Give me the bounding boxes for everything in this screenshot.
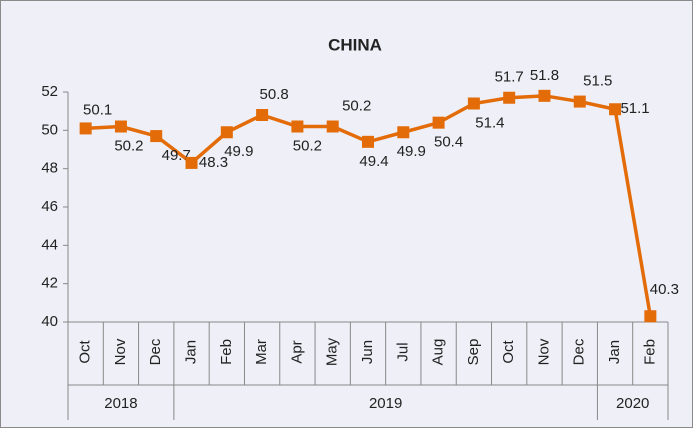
x-tick-label: Jan bbox=[606, 340, 623, 364]
data-label: 50.2 bbox=[293, 137, 322, 154]
chart-title: CHINA bbox=[328, 35, 382, 54]
data-label: 50.2 bbox=[114, 137, 143, 154]
y-tick-label: 48 bbox=[41, 160, 58, 177]
x-tick-label: Jun bbox=[359, 340, 376, 364]
x-tick-label: Nov bbox=[535, 338, 552, 365]
y-tick-label: 42 bbox=[41, 275, 58, 292]
marker bbox=[538, 89, 551, 102]
x-tick-label: Feb bbox=[641, 339, 658, 365]
y-tick-label: 52 bbox=[41, 83, 58, 100]
x-tick-label: Oct bbox=[500, 340, 517, 364]
marker bbox=[503, 91, 516, 104]
marker bbox=[220, 126, 233, 139]
marker bbox=[185, 156, 198, 169]
data-label: 51.4 bbox=[475, 114, 504, 131]
data-label: 48.3 bbox=[199, 154, 228, 171]
marker bbox=[467, 97, 480, 110]
x-tick-label: Aug bbox=[430, 339, 447, 366]
x-tick-label: Dec bbox=[571, 338, 588, 365]
x-tick-label: Jan bbox=[182, 340, 199, 364]
x-tick-label: Sep bbox=[465, 339, 482, 366]
year-label: 2020 bbox=[616, 395, 649, 412]
marker bbox=[362, 135, 374, 148]
data-label: 50.2 bbox=[342, 97, 371, 114]
data-label: 49.4 bbox=[359, 153, 388, 170]
y-tick-label: 50 bbox=[41, 121, 58, 138]
marker bbox=[150, 130, 163, 143]
marker bbox=[114, 120, 127, 133]
y-tick-label: 40 bbox=[41, 313, 58, 330]
marker bbox=[79, 122, 92, 135]
data-label: 51.5 bbox=[583, 73, 612, 90]
year-label: 2019 bbox=[369, 395, 402, 412]
marker bbox=[644, 310, 657, 323]
data-label: 51.8 bbox=[530, 67, 559, 84]
marker bbox=[609, 103, 622, 116]
marker bbox=[291, 120, 304, 133]
x-tick-label: Apr bbox=[288, 340, 305, 363]
x-tick-label: May bbox=[324, 337, 341, 366]
marker bbox=[573, 95, 586, 108]
x-tick-label: Mar bbox=[253, 339, 270, 365]
data-label: 50.1 bbox=[83, 101, 112, 118]
data-label: 51.7 bbox=[495, 69, 524, 86]
data-label: 49.9 bbox=[397, 143, 426, 160]
x-tick-label: Nov bbox=[112, 338, 129, 365]
x-tick-label: Oct bbox=[77, 340, 94, 364]
data-label: 40.3 bbox=[650, 281, 679, 298]
year-label: 2018 bbox=[104, 395, 137, 412]
marker bbox=[256, 109, 269, 121]
x-tick-label: Dec bbox=[147, 338, 164, 365]
data-label: 50.8 bbox=[260, 86, 289, 103]
marker bbox=[326, 120, 339, 133]
x-tick-label: Jul bbox=[394, 342, 411, 361]
data-label: 49.7 bbox=[162, 147, 191, 164]
data-label: 50.4 bbox=[434, 134, 463, 151]
marker bbox=[432, 116, 445, 129]
data-label: 49.9 bbox=[224, 143, 253, 160]
y-tick-label: 46 bbox=[41, 198, 58, 215]
y-tick-label: 44 bbox=[41, 236, 58, 253]
data-label: 51.1 bbox=[620, 100, 649, 117]
marker bbox=[397, 126, 410, 139]
x-tick-label: Feb bbox=[218, 339, 235, 365]
